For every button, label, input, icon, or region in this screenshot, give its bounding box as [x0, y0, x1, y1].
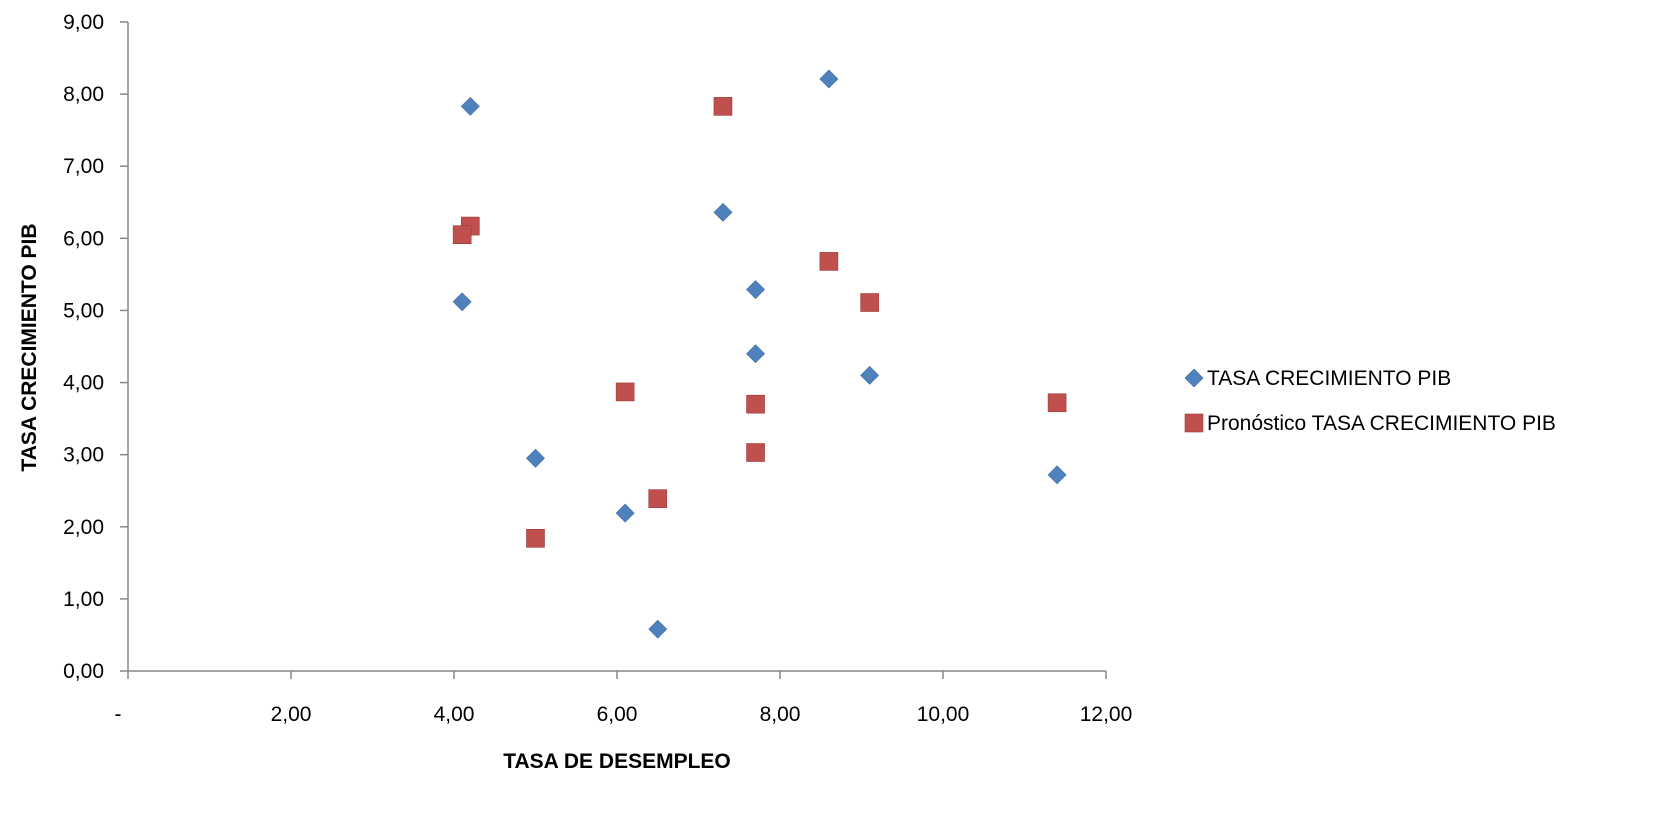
- legend-label: TASA CRECIMIENTO PIB: [1207, 367, 1451, 390]
- legend-marker-diamond: [1184, 368, 1204, 388]
- x-tick-label: 6,00: [597, 703, 638, 726]
- x-tick-label: 8,00: [760, 703, 801, 726]
- y-axis-ticks: 0,00 1,00 2,00 3,00 4,00 5,00 6,00 7,00 8,00 9,00: [63, 11, 128, 683]
- y-tick-label: 0,00: [63, 660, 104, 683]
- data-points: [452, 69, 1067, 639]
- y-tick-label: 3,00: [63, 444, 104, 467]
- data-point-square: [746, 394, 765, 414]
- series-2: [452, 97, 1067, 548]
- data-point-square: [526, 529, 545, 548]
- y-tick-label: 5,00: [63, 299, 104, 322]
- x-axis-title: TASA DE DESEMPLEO: [503, 750, 731, 773]
- data-point-diamond: [746, 344, 765, 364]
- y-tick-label: 2,00: [63, 516, 104, 539]
- legend-marker-square: [1184, 413, 1204, 433]
- data-point-square: [860, 293, 879, 312]
- x-tick-label: 4,00: [434, 703, 475, 726]
- data-point-diamond: [746, 280, 765, 299]
- legend-item: Pronóstico TASA CRECIMIENTO PIB: [1184, 412, 1556, 435]
- data-point-square: [648, 489, 668, 508]
- legend-label: Pronóstico TASA CRECIMIENTO PIB: [1207, 412, 1556, 435]
- data-point-diamond: [819, 69, 839, 89]
- data-point-diamond: [452, 292, 472, 312]
- y-tick-label: 6,00: [63, 227, 104, 250]
- data-point-square: [452, 225, 472, 245]
- data-point-diamond: [526, 448, 545, 468]
- data-point-diamond: [615, 503, 635, 523]
- y-tick-label: 9,00: [63, 11, 104, 34]
- y-tick-label: 1,00: [63, 588, 104, 611]
- y-tick-label: 4,00: [63, 372, 104, 395]
- data-point-diamond: [1047, 465, 1067, 485]
- data-point-diamond: [648, 619, 668, 639]
- data-point-square: [1047, 393, 1067, 413]
- data-point-square: [746, 443, 765, 462]
- x-axis-ticks: - 2,00 4,00 6,00 8,00 10,00 12,00: [115, 671, 1133, 726]
- x-tick-label: 10,00: [917, 703, 970, 726]
- data-point-diamond: [860, 365, 880, 385]
- x-tick-label: 2,00: [271, 703, 312, 726]
- x-tick-label: -: [115, 703, 122, 726]
- legend: TASA CRECIMIENTO PIB Pronóstico TASA CREC…: [1184, 367, 1556, 435]
- plot-area: 0,00 1,00 2,00 3,00 4,00 5,00 6,00 7,00 8,00 9,00…: [63, 11, 1132, 726]
- data-point-diamond: [460, 96, 480, 116]
- data-point-square: [615, 382, 635, 402]
- data-point-square: [713, 97, 733, 116]
- y-axis-title: TASA CRECIMIENTO PIB: [18, 223, 41, 471]
- x-tick-label: 12,00: [1080, 703, 1133, 726]
- legend-item: TASA CRECIMIENTO PIB: [1184, 367, 1451, 390]
- series-1: [452, 69, 1067, 639]
- y-tick-label: 7,00: [63, 155, 104, 178]
- data-point-square: [819, 252, 839, 271]
- y-tick-label: 8,00: [63, 83, 104, 106]
- data-point-diamond: [713, 202, 733, 222]
